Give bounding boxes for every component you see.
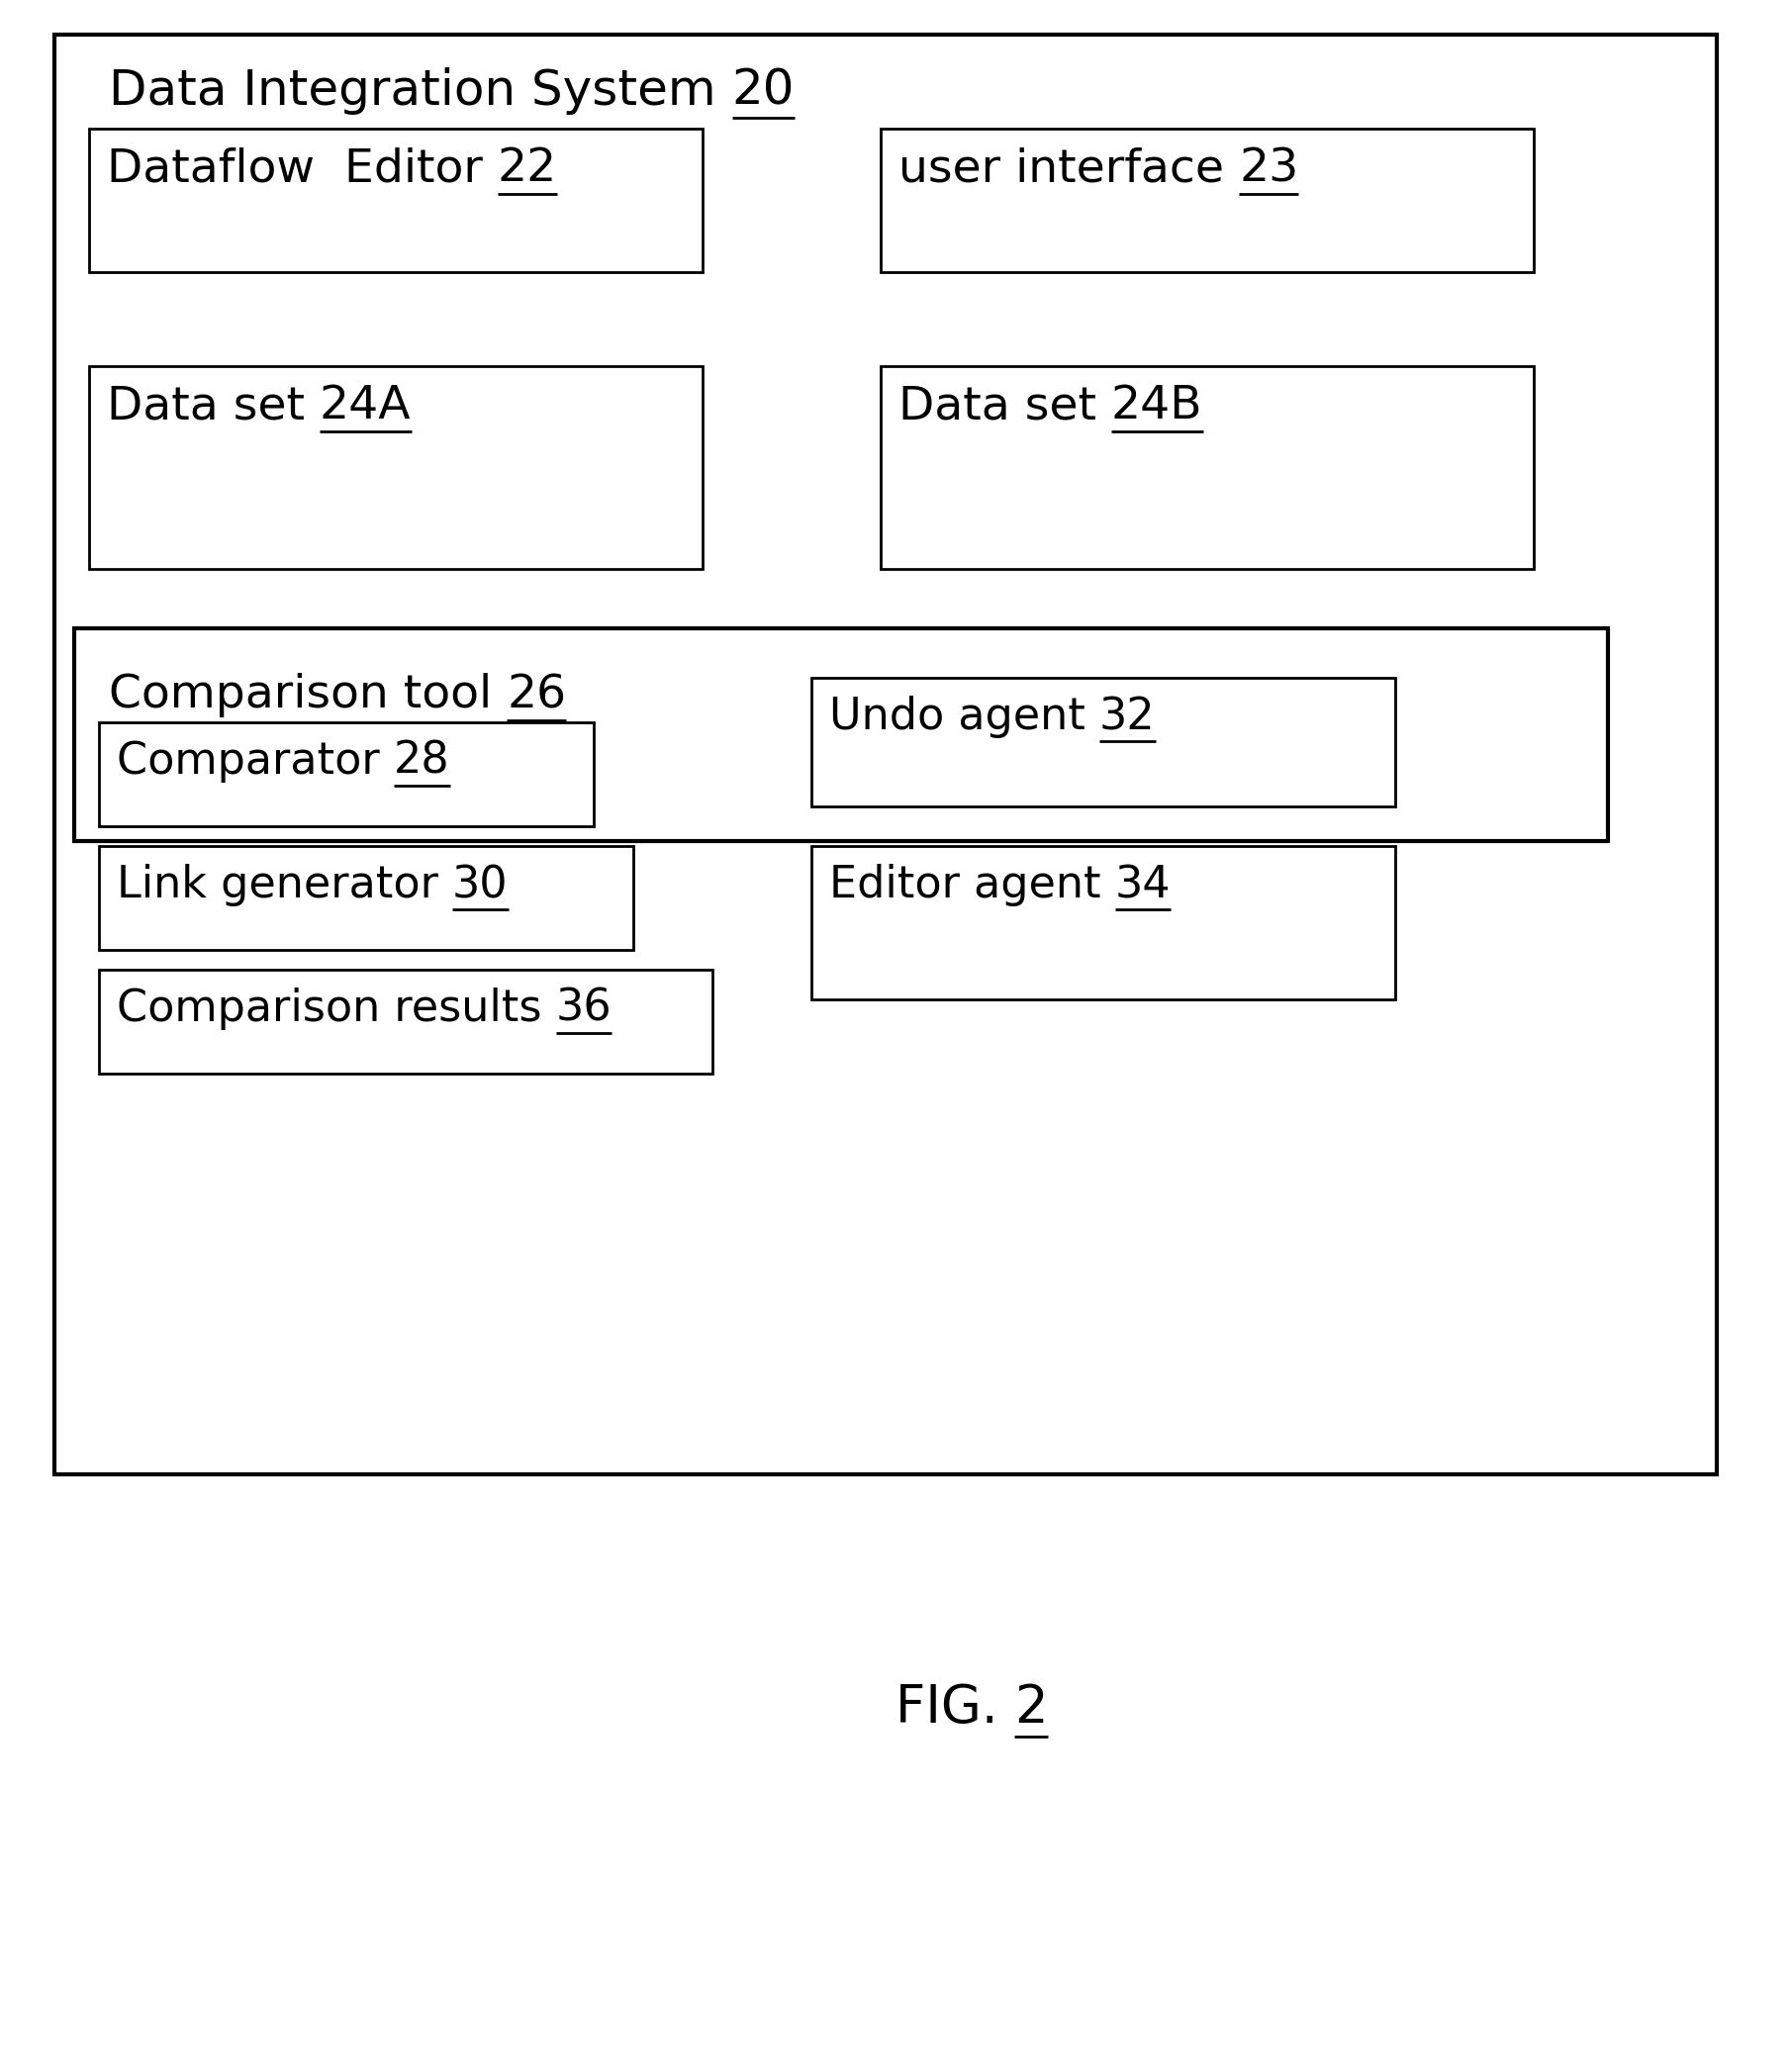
Text: 24A: 24A [319, 383, 412, 429]
Text: 26: 26 [507, 673, 566, 717]
Bar [90, 128, 702, 271]
Text: 2: 2 [1015, 1682, 1048, 1734]
Text: FIG.: FIG. [896, 1682, 1015, 1734]
Bar [811, 678, 1395, 806]
Text: user interface: user interface [899, 147, 1239, 191]
Text: 34: 34 [1116, 864, 1171, 905]
Text: Editor agent: Editor agent [829, 864, 1116, 905]
Text: Comparison tool: Comparison tool [109, 673, 507, 717]
Bar [881, 128, 1533, 271]
Text: Link generator: Link generator [116, 864, 453, 905]
Bar [99, 845, 634, 949]
Text: 20: 20 [733, 66, 795, 114]
Text: 36: 36 [555, 988, 613, 1030]
Bar [99, 723, 593, 827]
Text: 23: 23 [1239, 147, 1298, 191]
Text: 32: 32 [1100, 696, 1155, 738]
Text: Dataflow  Editor: Dataflow Editor [107, 147, 498, 191]
Bar [90, 367, 702, 570]
Text: 30: 30 [453, 864, 509, 905]
Text: Data set: Data set [899, 383, 1110, 429]
Text: Data Integration System: Data Integration System [109, 66, 733, 114]
Text: Comparison results: Comparison results [116, 988, 555, 1030]
Text: Comparator: Comparator [116, 740, 394, 783]
Text: Undo agent: Undo agent [829, 696, 1100, 738]
Bar [99, 970, 713, 1073]
Bar [54, 35, 1718, 1475]
Text: 22: 22 [498, 147, 557, 191]
Bar [811, 845, 1395, 999]
Bar [73, 628, 1608, 841]
Text: Data set: Data set [107, 383, 319, 429]
Text: 24B: 24B [1110, 383, 1204, 429]
Text: 28: 28 [394, 740, 450, 783]
Bar [881, 367, 1533, 570]
